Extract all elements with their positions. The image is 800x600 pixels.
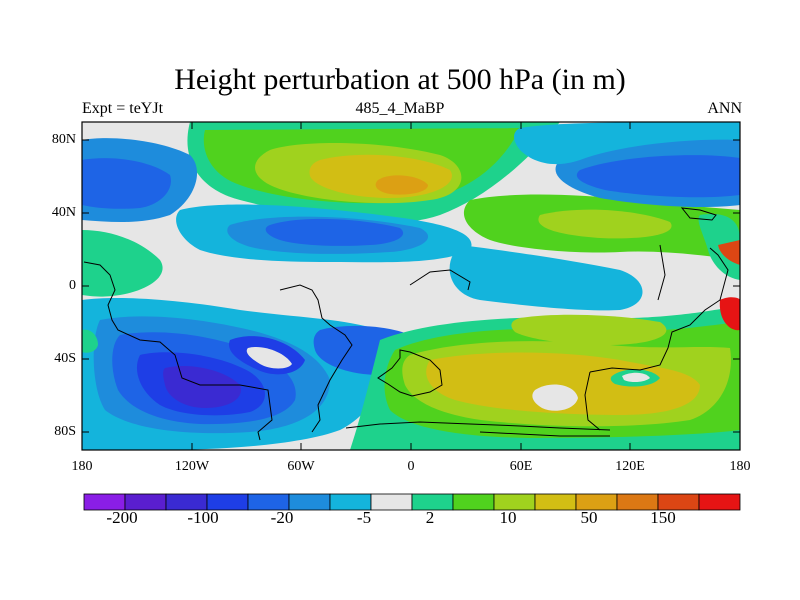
contour-se-yellow	[426, 352, 700, 415]
colorbar-label-neg20: -20	[270, 508, 294, 527]
colorbar-label-neg100: -100	[187, 508, 219, 527]
contour-se-grey2	[622, 372, 650, 383]
contour-fields	[82, 122, 740, 450]
colorbar-label-10: 10	[499, 508, 517, 527]
coastline-antarctica	[345, 421, 611, 437]
lat-label-40s: 40S	[54, 351, 76, 366]
contour-ne-cyan	[514, 122, 740, 165]
lon-label-60e: 60E	[509, 459, 533, 474]
lon-label-180w: 180	[71, 459, 93, 474]
contour-w-teal	[82, 230, 163, 297]
lat-label-80s: 80S	[54, 424, 76, 439]
lon-label-60w: 60W	[287, 459, 315, 474]
coastline-australia	[584, 371, 601, 431]
contour-sw-teal	[82, 329, 98, 353]
coastline-africa	[377, 269, 471, 397]
colorbar-label-150: 150	[650, 508, 676, 527]
contour-eq-cyan	[449, 245, 643, 311]
lon-label-180e: 180	[729, 459, 751, 474]
period-label: 485_4_MaBP	[355, 100, 445, 117]
colorbar	[83, 493, 741, 511]
colorbar-box-9	[452, 493, 495, 511]
lon-label-0: 0	[407, 459, 415, 474]
coastline-americas	[279, 284, 353, 433]
contour-sm-grey	[246, 346, 292, 369]
continent-outlines	[83, 207, 729, 441]
colorbar-box-5	[288, 493, 331, 511]
colorbar-label-neg5: -5	[356, 508, 372, 527]
contour-s-purple	[163, 365, 241, 408]
contour-nw-mblue	[82, 158, 171, 209]
contour-e-red	[718, 240, 740, 265]
coastline-japan	[680, 207, 717, 221]
colorbar-label-50: 50	[580, 508, 598, 527]
contour-ne-lgreen	[538, 209, 672, 239]
colorbar-label-2: 2	[425, 508, 435, 527]
lon-label-120w: 120W	[174, 459, 210, 474]
experiment-label: Expt = teYJt	[82, 100, 164, 117]
lat-label-40n: 40N	[51, 205, 76, 220]
colorbar-box-15	[698, 493, 741, 511]
lat-label-80n: 80N	[51, 132, 76, 147]
contour-n-orange	[375, 175, 428, 195]
axis-ticks	[81, 122, 741, 450]
colorbar-box-11	[534, 493, 577, 511]
contour-se-grey	[532, 384, 578, 411]
colorbar-label-neg200: -200	[106, 508, 138, 527]
contour-se-lgreen2	[511, 314, 667, 345]
lon-label-120e: 120E	[615, 459, 645, 474]
coastline-west	[83, 261, 273, 441]
contour-se-red	[719, 297, 740, 331]
contour-ne-mblue	[576, 155, 740, 198]
lat-label-0: 0	[69, 278, 76, 293]
plot-title: Height perturbation at 500 hPa (in m)	[174, 63, 626, 96]
colorbar-box-7	[370, 493, 413, 511]
coastline-asia	[589, 244, 729, 373]
contour-mid-mblue	[265, 218, 404, 246]
season-label: ANN	[707, 100, 742, 117]
